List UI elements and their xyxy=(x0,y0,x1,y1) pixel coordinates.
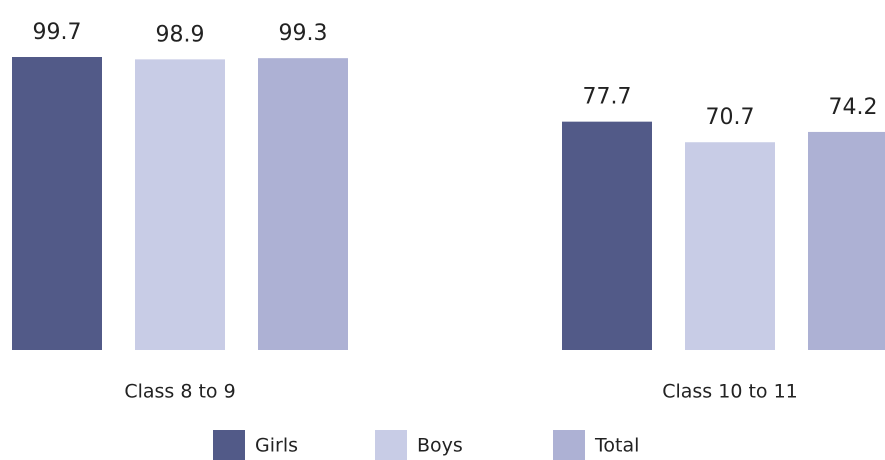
value-label: 98.9 xyxy=(156,22,205,47)
bar xyxy=(135,59,225,351)
legend-swatch xyxy=(375,430,407,460)
bar xyxy=(808,131,885,350)
bar xyxy=(685,142,775,350)
value-label: 99.3 xyxy=(279,21,328,46)
value-label: 70.7 xyxy=(706,105,755,130)
x-tick-label: Class 10 to 11 xyxy=(662,381,798,403)
legend-swatch xyxy=(553,430,585,460)
bar xyxy=(12,57,102,350)
bar xyxy=(258,58,348,350)
legend-label: Girls xyxy=(255,435,298,457)
value-label: 74.2 xyxy=(829,95,878,120)
legend-label: Boys xyxy=(417,435,463,457)
legend-swatch xyxy=(213,430,245,460)
value-label: 77.7 xyxy=(583,85,632,110)
x-tick-label: Class 8 to 9 xyxy=(124,381,235,403)
value-label: 99.7 xyxy=(33,20,82,45)
legend-label: Total xyxy=(594,435,639,457)
bar xyxy=(562,121,652,350)
